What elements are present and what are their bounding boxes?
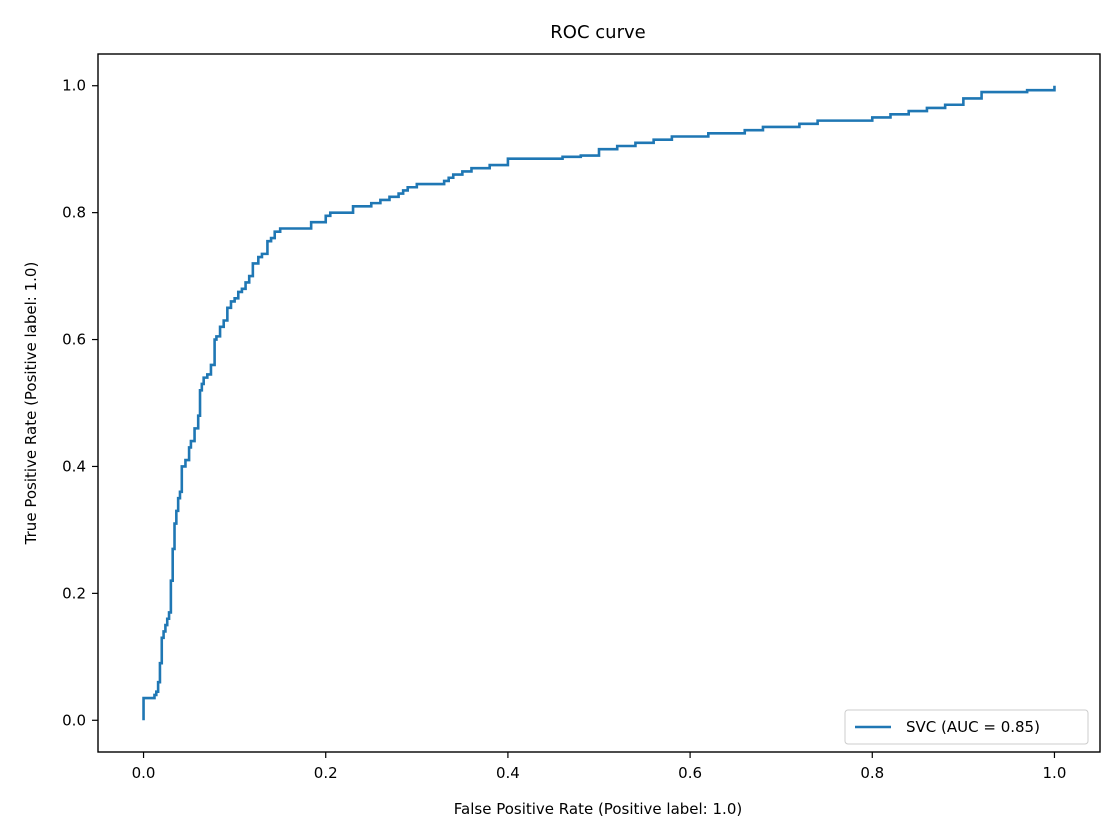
legend-box — [844, 709, 1089, 745]
y-tick-label: 1.0 — [62, 77, 86, 95]
legend-label-svc: SVC (AUC = 0.85) — [906, 718, 1040, 736]
y-axis: 0.0 0.2 0.4 0.6 0.8 1.0 — [62, 77, 98, 729]
x-tick-label: 0.0 — [132, 764, 156, 782]
x-axis: 0.0 0.2 0.4 0.6 0.8 1.0 — [132, 752, 1067, 782]
roc-curve-line-0 — [142, 85, 1056, 721]
plot-area — [142, 85, 1056, 721]
x-axis-label: False Positive Rate (Positive label: 1.0… — [454, 800, 742, 818]
chart-title: ROC curve — [550, 22, 645, 43]
x-tick-label: 0.8 — [860, 764, 884, 782]
y-tick-label: 0.0 — [62, 711, 86, 729]
y-tick-label: 0.2 — [62, 584, 86, 602]
y-tick-label: 0.4 — [62, 457, 86, 475]
y-axis-label: True Positive Rate (Positive label: 1.0) — [22, 262, 40, 546]
x-tick-label: 0.2 — [314, 764, 338, 782]
y-tick-label: 0.6 — [62, 331, 86, 349]
x-tick-label: 1.0 — [1043, 764, 1067, 782]
y-tick-label: 0.8 — [62, 204, 86, 222]
axes-frame — [97, 53, 1101, 753]
x-tick-label: 0.4 — [496, 764, 520, 782]
legend: SVC (AUC = 0.85) — [844, 709, 1089, 745]
x-tick-label: 0.6 — [678, 764, 702, 782]
